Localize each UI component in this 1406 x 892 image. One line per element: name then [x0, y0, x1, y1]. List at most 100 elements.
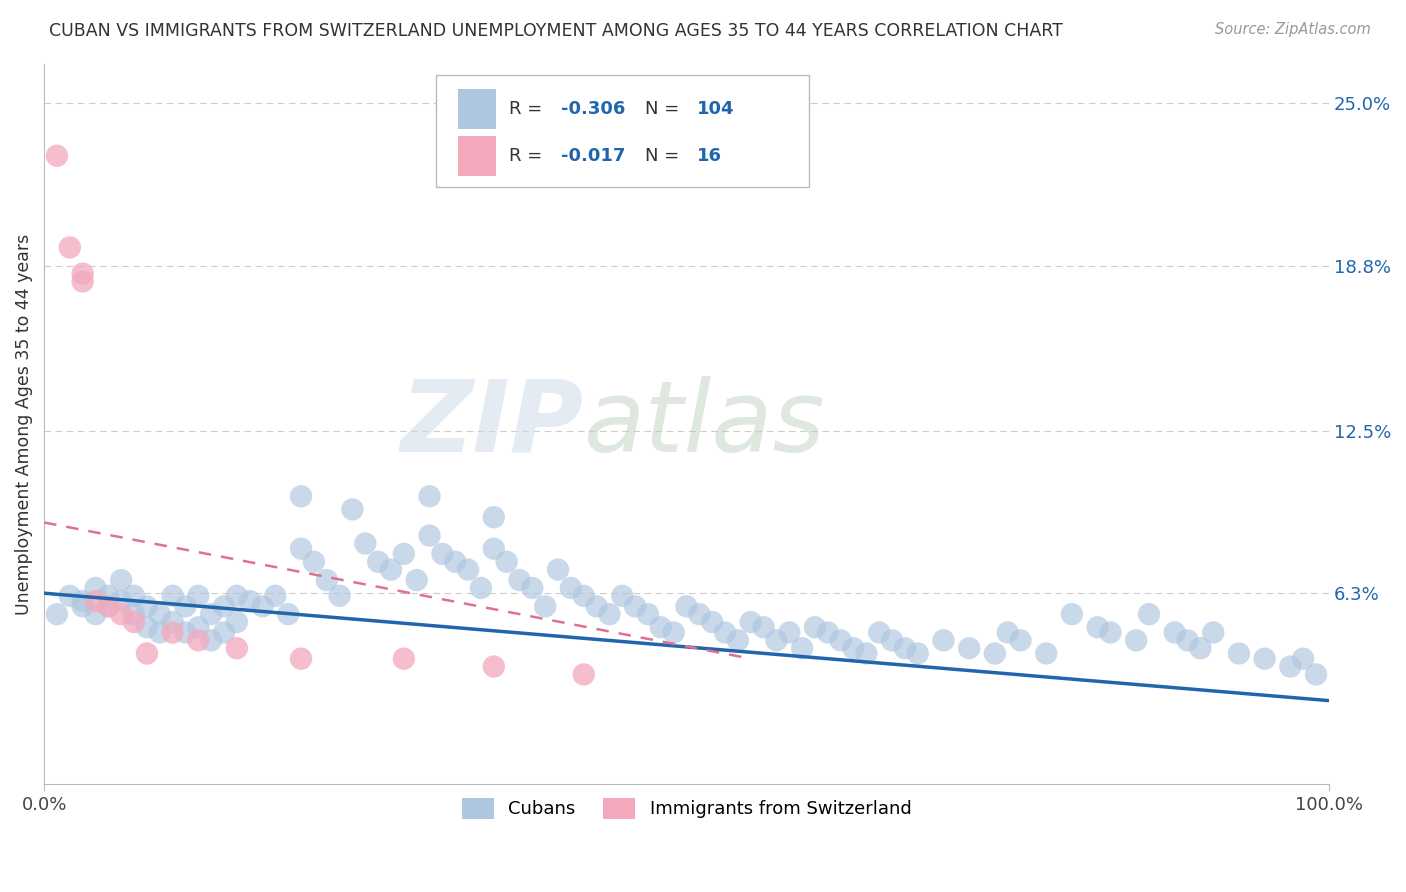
Point: [290, 489, 312, 503]
Point: [1177, 633, 1199, 648]
Point: [650, 620, 672, 634]
Text: 104: 104: [697, 100, 734, 118]
Point: [135, 647, 157, 661]
Point: [392, 547, 415, 561]
Point: [225, 615, 247, 629]
Point: [984, 647, 1007, 661]
Text: R =: R =: [509, 100, 548, 118]
Point: [46, 607, 69, 622]
Point: [290, 541, 312, 556]
Point: [419, 489, 441, 503]
Point: [572, 589, 595, 603]
Point: [264, 589, 287, 603]
Point: [290, 651, 312, 665]
Point: [380, 563, 402, 577]
Point: [1010, 633, 1032, 648]
Text: CUBAN VS IMMIGRANTS FROM SWITZERLAND UNEMPLOYMENT AMONG AGES 35 TO 44 YEARS CORR: CUBAN VS IMMIGRANTS FROM SWITZERLAND UNE…: [49, 22, 1063, 40]
Point: [122, 607, 145, 622]
Point: [830, 633, 852, 648]
Point: [97, 599, 120, 614]
Point: [1125, 633, 1147, 648]
Point: [72, 594, 94, 608]
Point: [1189, 641, 1212, 656]
Point: [162, 615, 184, 629]
Point: [162, 589, 184, 603]
Point: [72, 599, 94, 614]
Point: [1305, 667, 1327, 681]
Point: [470, 581, 492, 595]
Point: [239, 594, 262, 608]
Point: [84, 607, 107, 622]
Point: [187, 620, 209, 634]
Point: [612, 589, 634, 603]
Point: [547, 563, 569, 577]
Point: [97, 599, 120, 614]
Point: [1087, 620, 1109, 634]
Point: [405, 573, 427, 587]
Point: [702, 615, 724, 629]
Point: [932, 633, 955, 648]
Text: ZIP: ZIP: [401, 376, 583, 473]
Point: [752, 620, 775, 634]
Point: [419, 528, 441, 542]
Point: [135, 599, 157, 614]
Text: -0.017: -0.017: [561, 146, 624, 164]
Point: [174, 599, 197, 614]
Point: [162, 625, 184, 640]
Point: [880, 633, 903, 648]
Point: [187, 633, 209, 648]
Point: [212, 599, 235, 614]
Point: [457, 563, 479, 577]
Point: [432, 547, 454, 561]
Point: [1253, 651, 1275, 665]
Text: atlas: atlas: [583, 376, 825, 473]
Point: [367, 555, 389, 569]
Point: [894, 641, 917, 656]
Point: [1202, 625, 1225, 640]
Point: [1099, 625, 1122, 640]
Text: -0.306: -0.306: [561, 100, 624, 118]
Point: [72, 275, 94, 289]
Point: [688, 607, 710, 622]
Point: [482, 659, 505, 673]
Point: [957, 641, 980, 656]
Point: [868, 625, 890, 640]
Point: [149, 607, 172, 622]
Point: [1227, 647, 1250, 661]
Bar: [458, 136, 496, 176]
Point: [792, 641, 814, 656]
Point: [329, 589, 352, 603]
Point: [662, 625, 685, 640]
Point: [174, 625, 197, 640]
Point: [225, 589, 247, 603]
Legend: Cubans, Immigrants from Switzerland: Cubans, Immigrants from Switzerland: [454, 790, 918, 826]
Text: 16: 16: [697, 146, 721, 164]
Point: [59, 240, 82, 254]
Point: [212, 625, 235, 640]
Point: [907, 647, 929, 661]
Point: [804, 620, 827, 634]
Point: [817, 625, 839, 640]
Point: [302, 555, 325, 569]
Point: [675, 599, 697, 614]
Point: [1060, 607, 1083, 622]
Point: [1137, 607, 1160, 622]
Point: [1292, 651, 1315, 665]
Point: [277, 607, 299, 622]
Point: [727, 633, 749, 648]
Point: [572, 667, 595, 681]
Point: [72, 267, 94, 281]
Point: [110, 607, 132, 622]
Point: [392, 651, 415, 665]
Point: [252, 599, 274, 614]
Point: [534, 599, 557, 614]
Point: [200, 633, 222, 648]
Point: [714, 625, 737, 640]
Point: [354, 536, 377, 550]
Point: [444, 555, 467, 569]
Point: [315, 573, 337, 587]
Text: N =: N =: [645, 146, 685, 164]
Point: [1035, 647, 1057, 661]
Point: [482, 510, 505, 524]
Point: [122, 589, 145, 603]
